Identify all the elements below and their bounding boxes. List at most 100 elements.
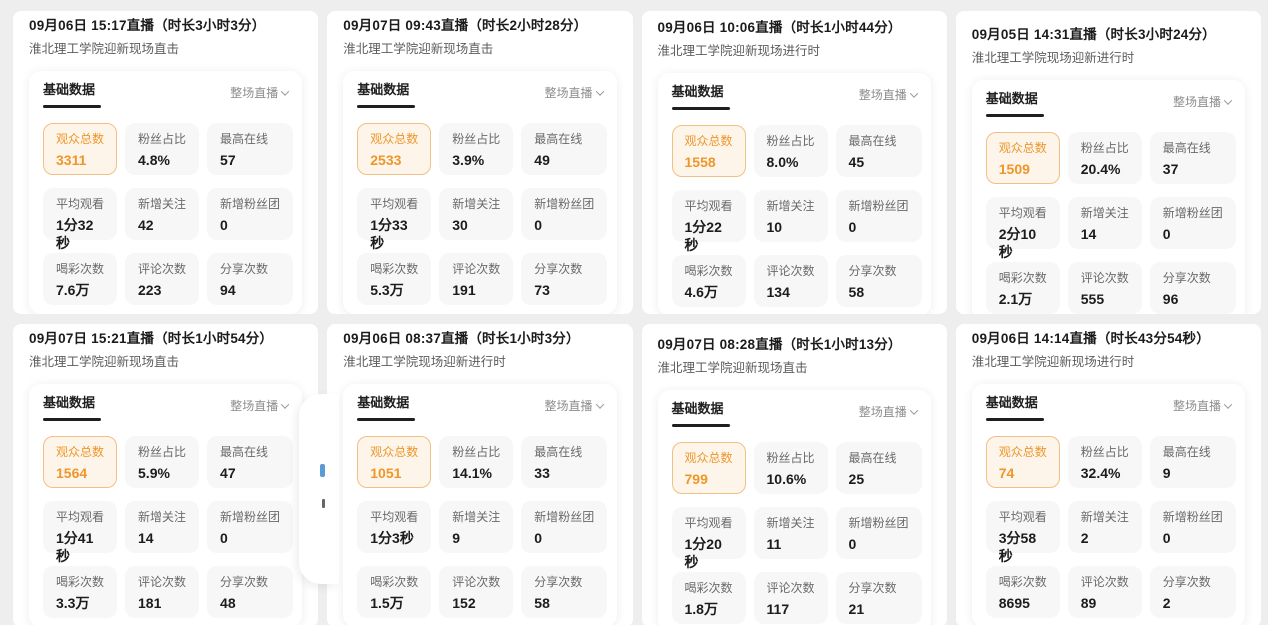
stat-tile[interactable]: 新增关注 14 [1067,197,1142,249]
scope-dropdown[interactable]: 整场直播 [544,397,604,414]
stat-tile[interactable]: 分享次数 48 [207,566,294,618]
stat-tile[interactable]: 最高在线 37 [1149,132,1236,184]
stat-tile[interactable]: 粉丝占比 20.4% [1067,132,1142,184]
stat-tile[interactable]: 评论次数 152 [439,566,514,618]
stat-value: 1.5万 [370,595,404,611]
tab-basic-data[interactable]: 基础数据 [671,402,730,427]
stat-tile[interactable]: 新增粉丝团 0 [835,507,922,559]
stat-tile[interactable]: 观众总数 74 [985,436,1060,488]
stat-tile[interactable]: 粉丝占比 14.1% [439,436,514,488]
stat-tile[interactable]: 分享次数 21 [835,572,922,624]
stat-label: 最高在线 [1162,445,1211,459]
session-title: 09月06日 10:06直播（时长1小时44分） [657,20,902,35]
stat-tile[interactable]: 平均观看 1分32秒 [43,188,118,251]
stat-tile[interactable]: 新增粉丝团 0 [521,501,608,553]
stat-tile[interactable]: 评论次数 134 [753,255,828,307]
scope-dropdown-label: 整场直播 [544,86,593,100]
stat-value: 10 [766,219,783,235]
stat-value: 1分41秒 [56,530,94,564]
stat-tile[interactable]: 新增关注 14 [125,501,200,553]
stat-tile[interactable]: 平均观看 2分10秒 [985,197,1060,260]
stat-tile[interactable]: 粉丝占比 10.6% [753,442,828,494]
tab-basic-data[interactable]: 基础数据 [43,83,101,108]
stat-tile[interactable]: 最高在线 25 [835,442,922,494]
stat-tile[interactable]: 喝彩次数 3.3万 [43,566,118,618]
stat-tile[interactable]: 新增关注 2 [1067,501,1142,553]
tab-basic-data[interactable]: 基础数据 [357,396,416,421]
stat-tile[interactable]: 新增粉丝团 0 [521,188,608,240]
scope-dropdown[interactable]: 整场直播 [859,86,918,103]
session-title: 09月06日 15:17直播（时长3小时3分） [29,18,266,33]
stat-tile[interactable]: 分享次数 58 [521,566,608,618]
stat-tile[interactable]: 喝彩次数 2.1万 [985,262,1060,314]
stat-value: 1分3秒 [370,530,414,546]
stat-tile[interactable]: 观众总数 1564 [43,436,118,488]
stat-tile[interactable]: 平均观看 1分20秒 [671,507,746,570]
stat-tile[interactable]: 新增粉丝团 0 [207,501,294,553]
stat-tile[interactable]: 平均观看 1分22秒 [671,190,746,253]
stat-tile[interactable]: 粉丝占比 4.8% [125,123,200,175]
scope-dropdown[interactable]: 整场直播 [859,403,918,420]
stat-tile[interactable]: 观众总数 1509 [985,132,1060,184]
tab-basic-data[interactable]: 基础数据 [671,85,730,110]
stat-tile[interactable]: 喝彩次数 5.3万 [357,253,432,305]
stat-tile[interactable]: 新增关注 42 [125,188,200,240]
stat-tile[interactable]: 观众总数 3311 [43,123,118,175]
stat-tile[interactable]: 新增粉丝团 0 [835,190,922,242]
stat-tile[interactable]: 平均观看 1分33秒 [357,188,432,251]
stat-tile[interactable]: 评论次数 223 [125,253,200,305]
stat-tile[interactable]: 平均观看 3分58秒 [985,501,1060,564]
scope-dropdown[interactable]: 整场直播 [544,84,604,101]
stat-tile[interactable]: 分享次数 96 [1149,262,1236,314]
stat-tile[interactable]: 评论次数 191 [439,253,514,305]
stat-tile[interactable]: 新增关注 9 [439,501,514,553]
stat-tile[interactable]: 平均观看 1分3秒 [357,501,432,553]
stat-label: 平均观看 [684,516,733,530]
tab-basic-data[interactable]: 基础数据 [985,92,1044,117]
tab-basic-data[interactable]: 基础数据 [985,396,1044,421]
stat-tile[interactable]: 评论次数 117 [753,572,828,624]
stat-value: 30 [452,217,468,233]
stat-tile[interactable]: 最高在线 45 [835,125,922,177]
stat-tile[interactable]: 评论次数 181 [125,566,200,618]
stat-tile[interactable]: 粉丝占比 5.9% [125,436,200,488]
stat-tile[interactable]: 分享次数 94 [207,253,294,305]
scope-dropdown[interactable]: 整场直播 [1173,93,1233,110]
stat-tile[interactable]: 分享次数 58 [835,255,922,307]
scope-dropdown[interactable]: 整场直播 [230,84,290,101]
tab-basic-data[interactable]: 基础数据 [43,396,101,421]
stat-tile[interactable]: 最高在线 9 [1149,436,1236,488]
stat-tile[interactable]: 评论次数 555 [1067,262,1142,314]
stat-tile[interactable]: 分享次数 73 [521,253,608,305]
stat-tile[interactable]: 观众总数 1051 [357,436,432,488]
stat-tile[interactable]: 最高在线 57 [207,123,294,175]
stat-tile[interactable]: 粉丝占比 3.9% [439,123,514,175]
stat-tile[interactable]: 观众总数 1558 [671,125,746,177]
stat-tile[interactable]: 粉丝占比 32.4% [1067,436,1142,488]
stat-tile[interactable]: 粉丝占比 8.0% [753,125,828,177]
scope-dropdown[interactable]: 整场直播 [230,397,290,414]
stat-tile[interactable]: 最高在线 49 [521,123,608,175]
stat-tile[interactable]: 喝彩次数 1.8万 [671,572,746,624]
session-name: 淮北理工学院现场迎新进行时 [343,355,506,369]
stat-tile[interactable]: 喝彩次数 7.6万 [43,253,118,305]
stat-tile[interactable]: 喝彩次数 4.6万 [671,255,746,307]
stat-tile[interactable]: 观众总数 799 [671,442,746,494]
stat-tile[interactable]: 平均观看 1分41秒 [43,501,118,564]
stat-tile[interactable]: 新增关注 11 [753,507,828,559]
stat-tile[interactable]: 最高在线 47 [207,436,294,488]
stat-tile[interactable]: 喝彩次数 8695 [985,566,1060,618]
stat-label: 最高在线 [220,445,269,459]
stat-tile[interactable]: 新增关注 10 [753,190,828,242]
stat-tile[interactable]: 分享次数 2 [1149,566,1236,618]
stat-tile[interactable]: 新增关注 30 [439,188,514,240]
stat-tile[interactable]: 新增粉丝团 0 [207,188,294,240]
stat-tile[interactable]: 观众总数 2533 [357,123,432,175]
stat-tile[interactable]: 喝彩次数 1.5万 [357,566,432,618]
tab-basic-data[interactable]: 基础数据 [357,83,416,108]
stat-tile[interactable]: 新增粉丝团 0 [1149,197,1236,249]
stat-tile[interactable]: 最高在线 33 [521,436,608,488]
stat-tile[interactable]: 新增粉丝团 0 [1149,501,1236,553]
scope-dropdown[interactable]: 整场直播 [1173,397,1233,414]
stat-tile[interactable]: 评论次数 89 [1067,566,1142,618]
